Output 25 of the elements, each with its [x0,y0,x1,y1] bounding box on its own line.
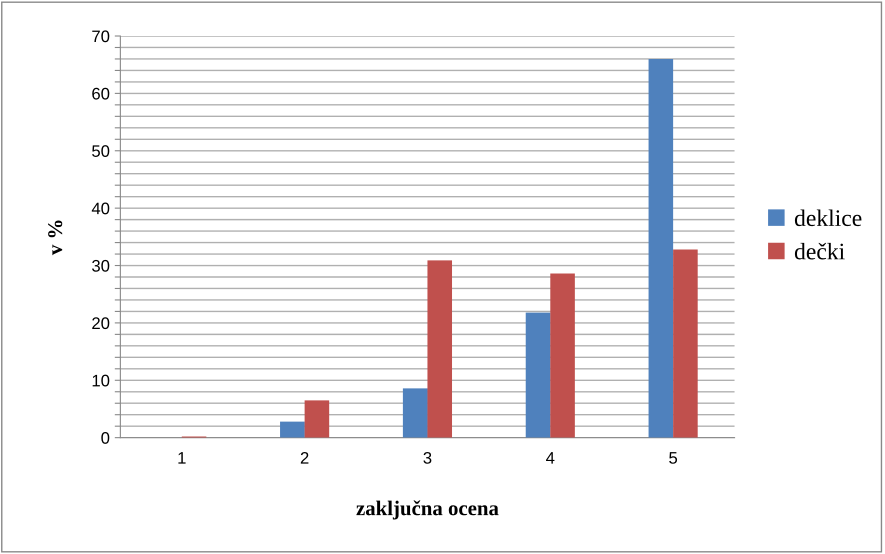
x-axis-title: zaključna ocena [356,500,499,520]
y-tick-label: 40 [92,202,110,214]
y-axis-title: v % [48,220,62,256]
legend-label: dečki [794,242,845,260]
x-tick-label: 3 [423,452,432,464]
bar [304,400,330,438]
y-tick-label: 70 [92,30,110,42]
bar [427,260,452,438]
bar [550,274,575,438]
bar [280,422,305,438]
x-tick-label: 4 [546,452,554,464]
y-tick-label: 30 [92,260,110,272]
y-tick-label: 0 [101,432,110,444]
legend-label: deklice [794,210,862,226]
y-tick-label: 60 [92,88,110,100]
bar [526,312,550,438]
x-tick-label: 5 [669,452,678,464]
bar [673,249,698,438]
bar [402,388,428,438]
y-tick-label: 50 [92,145,110,157]
x-tick-label: 2 [300,452,308,464]
y-tick-label: 20 [92,317,110,330]
y-tick-label: 10 [92,374,110,386]
bar [648,58,674,438]
x-tick-label: 1 [178,452,186,464]
